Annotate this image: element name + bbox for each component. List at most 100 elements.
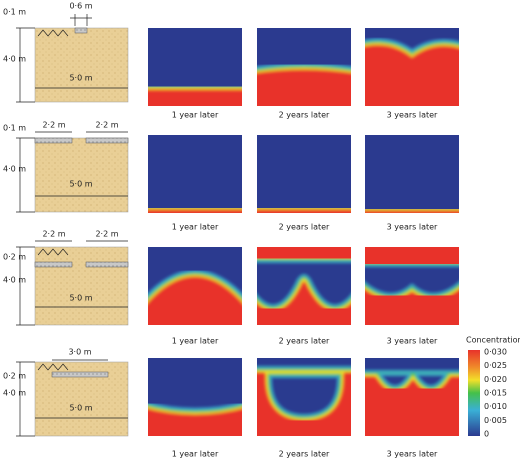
- surface-mound: [37, 29, 69, 37]
- slab-label: 2·2 m: [42, 230, 65, 239]
- depth-label: 4·0 m: [3, 165, 26, 174]
- schematics: 4·0 m 0·1 m 5·0 m 0·6 m 4·0 m 0·1 m 5·0 m 2·2 m…: [3, 2, 129, 437]
- heatmap-background: [365, 135, 459, 213]
- schematic: 4·0 m 0·2 m 5·0 m 3·0 m: [3, 348, 129, 437]
- soil-domain: [34, 246, 129, 326]
- surface-mound: [37, 363, 69, 371]
- panel-caption: 1 year later: [172, 450, 219, 459]
- front-core: [365, 211, 459, 213]
- surface-mound: [37, 248, 69, 256]
- front-core: [365, 45, 459, 106]
- slab-label: 2·2 m: [95, 230, 118, 239]
- schematic: 4·0 m 0·1 m 5·0 m 2·2 m 2·2 m: [3, 121, 129, 213]
- concentration-front: [365, 38, 459, 106]
- colorbar-tick-label: 0·010: [484, 402, 507, 411]
- soil-domain: [34, 27, 129, 103]
- top-depth-label: 0·2 m: [3, 253, 26, 262]
- heatmap: [257, 135, 351, 213]
- slab-dimension: [70, 14, 92, 26]
- panel-caption: 2 years later: [279, 337, 330, 346]
- concentration-front: [257, 358, 351, 422]
- front-core: [365, 267, 459, 293]
- panel-caption: 1 year later: [172, 223, 219, 232]
- panel-caption: 2 years later: [279, 111, 330, 120]
- front-core: [365, 358, 459, 385]
- top-depth-label: 0·2 m: [3, 372, 26, 381]
- concentration-front: [257, 203, 351, 213]
- slab-label: 2·2 m: [42, 121, 65, 130]
- heatmap-background: [148, 135, 242, 213]
- top-depth-label: 0·1 m: [3, 124, 26, 133]
- width-label: 5·0 m: [69, 74, 92, 83]
- heatmap-background: [257, 135, 351, 213]
- front-core: [257, 263, 351, 305]
- top-depth-label: 0·1 m: [3, 8, 26, 17]
- colorbar-tick-label: 0·030: [484, 348, 507, 357]
- panel-caption: 1 year later: [172, 111, 219, 120]
- colorbar-tick-label: 0·025: [484, 361, 507, 370]
- heatmap: [148, 358, 242, 436]
- concentration-front: [257, 256, 351, 312]
- front-core: [257, 70, 351, 106]
- slab: [34, 137, 73, 144]
- depth-label: 4·0 m: [3, 389, 26, 398]
- heatmap: [365, 135, 459, 213]
- slab: [51, 371, 109, 378]
- depth-dimension: [16, 27, 35, 103]
- front-core: [257, 358, 351, 414]
- colorbar: Concentration 0·030 0·025 0·020 0·015 0·010 0…: [466, 336, 520, 439]
- panel-caption: 2 years later: [279, 450, 330, 459]
- concentration-front: [148, 402, 242, 436]
- colorbar-tick-label: 0·015: [484, 389, 507, 398]
- slab: [74, 27, 88, 34]
- front-core: [148, 90, 242, 106]
- concentration-front: [365, 260, 459, 300]
- front-core: [257, 210, 351, 213]
- heatmap: [257, 28, 351, 106]
- concentration-front: [148, 83, 242, 106]
- concentration-front: [148, 270, 242, 325]
- depth-dimension: [16, 361, 35, 437]
- concentration-front: [257, 63, 351, 106]
- heatmaps: 1 year later 2 years later 3 years later 1 …: [148, 28, 459, 459]
- colorbar-tick-label: 0·020: [484, 375, 507, 384]
- width-label: 5·0 m: [69, 404, 92, 413]
- heatmap: [257, 247, 351, 325]
- front-core: [148, 409, 242, 436]
- heatmap: [365, 358, 459, 436]
- heatmap: [365, 247, 459, 325]
- colorbar-tick-label: 0·005: [484, 416, 507, 425]
- slab-label: 2·2 m: [95, 121, 118, 130]
- slab: [85, 137, 129, 144]
- soil-domain: [34, 137, 129, 213]
- width-label: 5·0 m: [69, 294, 92, 303]
- slab: [85, 261, 129, 268]
- heatmap: [148, 135, 242, 213]
- concentration-front: [365, 358, 459, 392]
- depth-label: 4·0 m: [3, 55, 26, 64]
- colorbar-gradient: [468, 350, 480, 436]
- panel-caption: 3 years later: [387, 450, 438, 459]
- schematic: 4·0 m 0·2 m 5·0 m 2·2 m 2·2 m: [3, 230, 129, 326]
- panel-caption: 3 years later: [387, 111, 438, 120]
- front-core: [148, 210, 242, 213]
- width-label: 5·0 m: [69, 180, 92, 189]
- colorbar-title: Concentration: [466, 336, 520, 345]
- panel-caption: 3 years later: [387, 337, 438, 346]
- slab-label: 3·0 m: [68, 348, 91, 357]
- heatmap: [365, 28, 459, 106]
- heatmap: [148, 247, 242, 325]
- heatmap: [148, 28, 242, 106]
- depth-dimension: [16, 246, 35, 326]
- panel-caption: 1 year later: [172, 337, 219, 346]
- depth-dimension: [16, 137, 35, 213]
- slab-label: 0·6 m: [69, 2, 92, 11]
- front-core: [148, 277, 242, 325]
- concentration-front: [365, 204, 459, 213]
- concentration-front: [148, 203, 242, 213]
- slab: [34, 261, 73, 268]
- depth-label: 4·0 m: [3, 276, 26, 285]
- panel-caption: 3 years later: [387, 223, 438, 232]
- panel-caption: 2 years later: [279, 223, 330, 232]
